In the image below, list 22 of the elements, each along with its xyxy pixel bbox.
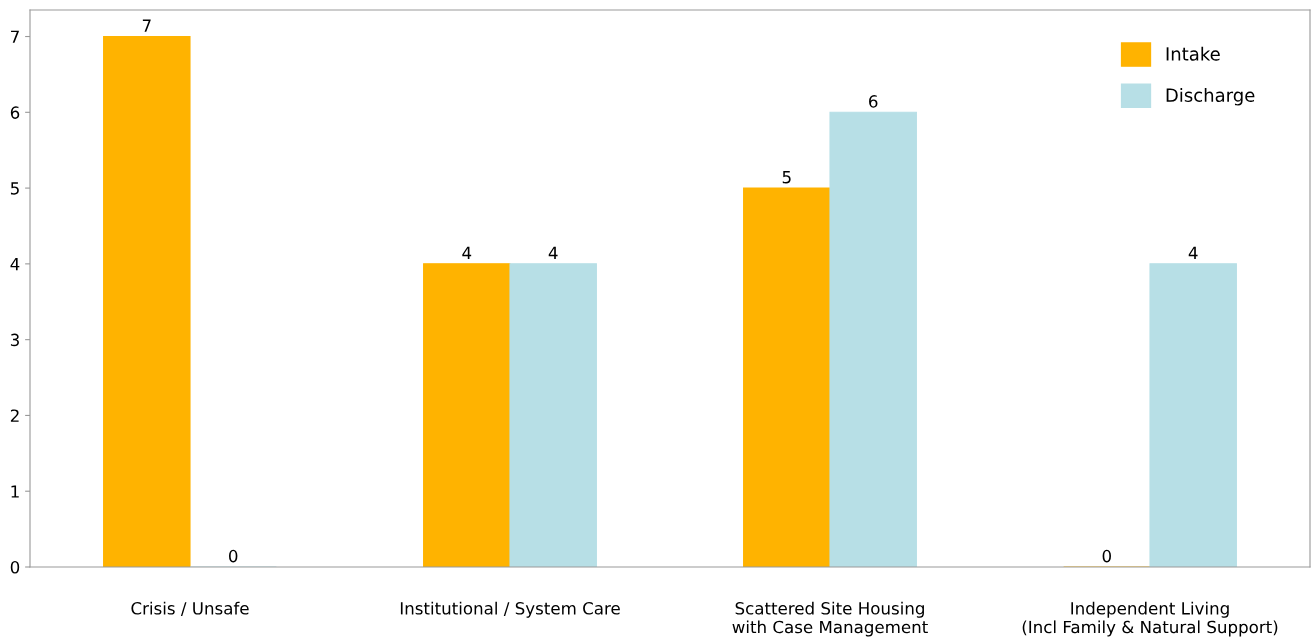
y-tick-label: 7 (11, 30, 19, 43)
data-label: 0 (1102, 549, 1111, 563)
data-label: 4 (548, 246, 558, 260)
x-tick-label: Crisis / Unsafe (131, 601, 249, 616)
y-tick-label: 1 (11, 485, 19, 498)
data-label: 4 (1188, 246, 1198, 260)
y-tick-label: 4 (10, 258, 20, 271)
x-tick-label: Institutional / System Care (400, 601, 620, 618)
legend-label: Discharge (1166, 88, 1255, 106)
x-tick-label: Scattered Site Housing with Case Management (732, 601, 928, 637)
x-tick-label: Independent Living (Incl Family & Natural Support) (1022, 601, 1278, 637)
y-tick-label: 6 (10, 106, 20, 119)
data-label: 4 (462, 246, 472, 260)
y-tick-label: 2 (10, 409, 19, 422)
y-tick-label: 3 (10, 333, 19, 347)
data-label: 7 (142, 19, 151, 32)
data-label: 0 (229, 549, 238, 563)
y-tick-label: 0 (10, 560, 20, 574)
data-label: 5 (782, 171, 791, 184)
data-label: 6 (869, 95, 878, 108)
legend-label: Intake (1166, 46, 1220, 61)
y-tick-label: 5 (10, 182, 19, 195)
